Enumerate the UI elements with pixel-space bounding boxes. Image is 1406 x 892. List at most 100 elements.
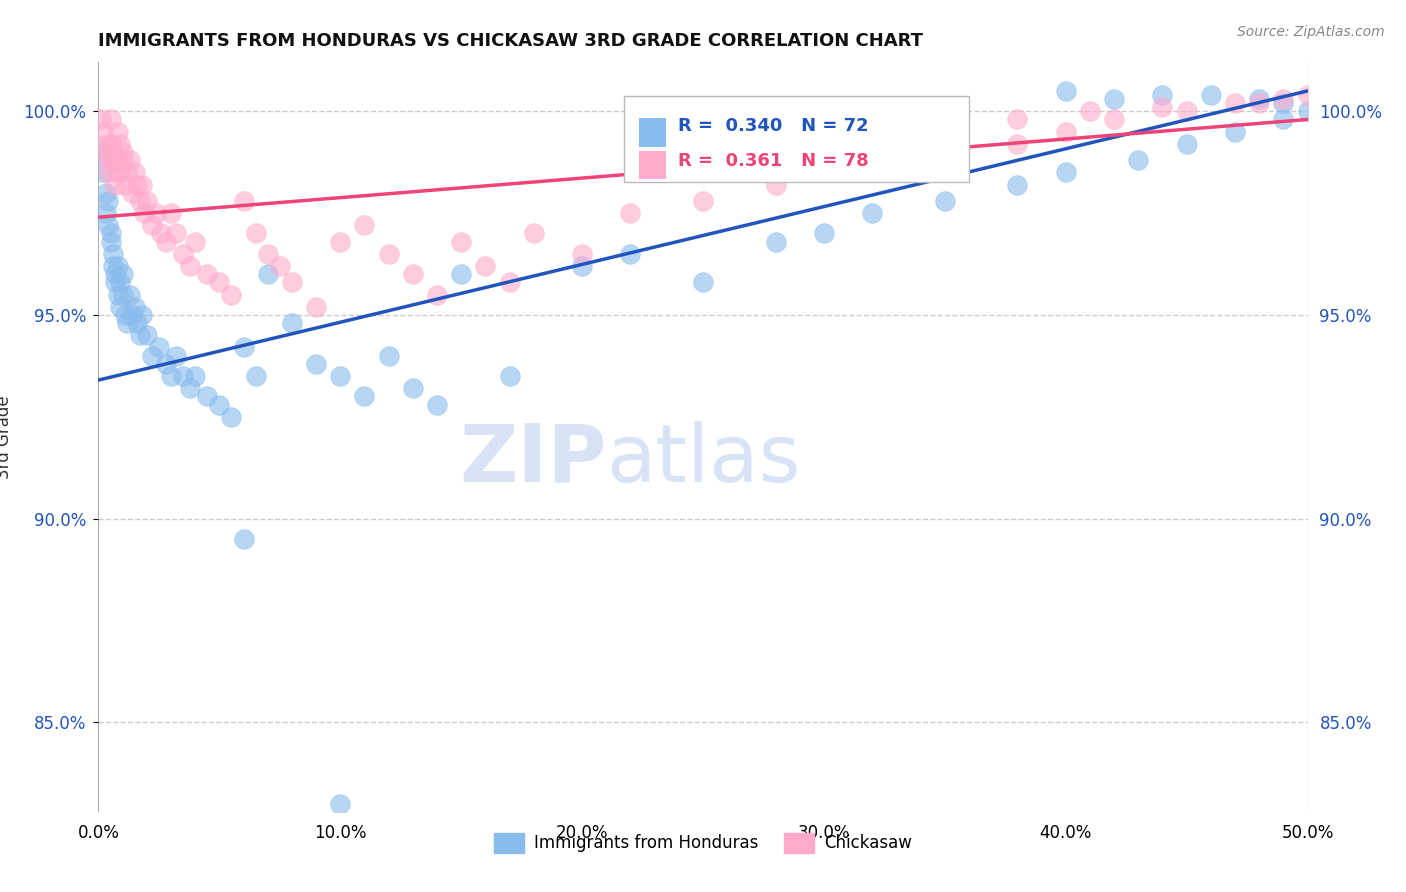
Point: [160, 206, 183, 220]
Point: [860, 136, 883, 151]
Point: [1007, 112, 1029, 127]
Point: [860, 206, 883, 220]
Point: [100, 112, 122, 127]
Point: [1128, 153, 1150, 168]
Point: [426, 397, 449, 411]
Point: [101, 145, 124, 159]
Point: [1054, 165, 1077, 179]
Legend: Immigrants from Honduras, Chickasaw: Immigrants from Honduras, Chickasaw: [488, 826, 918, 860]
Point: [1272, 112, 1295, 127]
Point: [571, 259, 593, 273]
Point: [498, 369, 520, 384]
Point: [1054, 84, 1077, 98]
Point: [498, 276, 520, 290]
Point: [232, 341, 254, 355]
Text: R =  0.361   N = 78: R = 0.361 N = 78: [678, 152, 869, 169]
Point: [90, 112, 112, 127]
Point: [107, 153, 129, 168]
Point: [131, 178, 153, 192]
Point: [104, 267, 127, 281]
Point: [97, 194, 120, 208]
Point: [179, 381, 201, 395]
Y-axis label: 3rd Grade: 3rd Grade: [0, 395, 13, 479]
Point: [256, 267, 278, 281]
Point: [127, 178, 149, 192]
Point: [195, 267, 218, 281]
Point: [221, 287, 243, 301]
Point: [1296, 104, 1319, 119]
Point: [281, 316, 304, 330]
Point: [100, 136, 122, 151]
Point: [1152, 100, 1174, 114]
Point: [108, 300, 131, 314]
Point: [150, 227, 173, 241]
Point: [94, 206, 117, 220]
Point: [402, 381, 425, 395]
Point: [377, 247, 399, 261]
Point: [128, 194, 150, 208]
Point: [208, 397, 231, 411]
Point: [208, 276, 231, 290]
Point: [124, 165, 146, 179]
Point: [232, 532, 254, 546]
Point: [165, 349, 187, 363]
Point: [94, 186, 117, 200]
Point: [245, 369, 267, 384]
Point: [1102, 92, 1125, 106]
Point: [1272, 92, 1295, 106]
Point: [134, 206, 156, 220]
Point: [90, 145, 112, 159]
Point: [426, 287, 449, 301]
Text: Source: ZipAtlas.com: Source: ZipAtlas.com: [1237, 25, 1385, 39]
Point: [1199, 88, 1222, 103]
Point: [160, 369, 183, 384]
Point: [813, 145, 835, 159]
Point: [111, 145, 134, 159]
Point: [269, 259, 291, 273]
Point: [1175, 104, 1198, 119]
Point: [107, 287, 129, 301]
Point: [148, 341, 170, 355]
Point: [305, 300, 328, 314]
Point: [184, 369, 207, 384]
Point: [281, 276, 304, 290]
Point: [692, 194, 714, 208]
Point: [221, 409, 243, 424]
Point: [117, 316, 139, 330]
Point: [118, 153, 141, 168]
Point: [108, 165, 131, 179]
Point: [1102, 112, 1125, 127]
Point: [450, 267, 472, 281]
Point: [860, 153, 883, 168]
Point: [571, 247, 593, 261]
Point: [114, 308, 136, 322]
Point: [184, 235, 207, 249]
Point: [107, 125, 129, 139]
Point: [124, 300, 146, 314]
Point: [692, 276, 714, 290]
Point: [1249, 92, 1271, 106]
Point: [1296, 88, 1319, 103]
Text: R =  0.340   N = 72: R = 0.340 N = 72: [678, 118, 869, 136]
Text: IMMIGRANTS FROM HONDURAS VS CHICKASAW 3RD GRADE CORRELATION CHART: IMMIGRANTS FROM HONDURAS VS CHICKASAW 3R…: [98, 32, 924, 50]
Point: [111, 267, 134, 281]
Point: [141, 219, 163, 233]
Point: [117, 165, 139, 179]
Point: [1272, 96, 1295, 111]
Point: [121, 308, 143, 322]
Point: [111, 153, 134, 168]
Point: [121, 186, 143, 200]
Point: [813, 227, 835, 241]
Point: [97, 219, 120, 233]
Point: [329, 797, 352, 811]
Point: [523, 227, 546, 241]
Text: ZIP: ZIP: [458, 420, 606, 499]
Point: [104, 276, 127, 290]
Point: [765, 178, 787, 192]
Point: [1223, 125, 1246, 139]
Point: [474, 259, 496, 273]
Point: [127, 316, 149, 330]
Point: [155, 235, 177, 249]
Point: [1007, 178, 1029, 192]
Point: [91, 125, 114, 139]
